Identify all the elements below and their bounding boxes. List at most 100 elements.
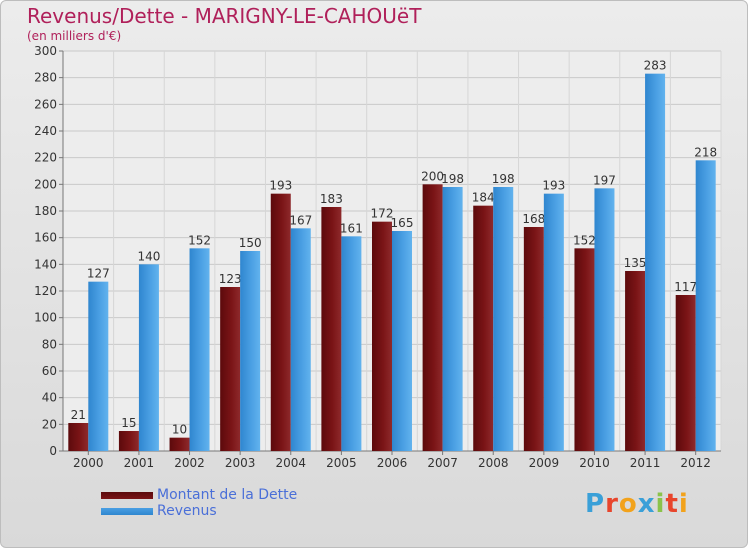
bar-revenus (392, 231, 412, 451)
y-tick-label: 300 (34, 44, 57, 58)
data-label: 198 (492, 172, 515, 186)
data-label: 127 (87, 267, 110, 281)
logo-letter: t (665, 489, 679, 519)
y-tick-label: 180 (34, 204, 57, 218)
x-tick-label: 2009 (529, 456, 560, 470)
logo-letter: o (618, 489, 638, 519)
data-label: 21 (71, 408, 86, 422)
bar-dette (321, 207, 342, 451)
bar-dette (625, 271, 646, 451)
data-label: 197 (593, 173, 616, 187)
data-label: 15 (121, 416, 136, 430)
bar-dette (574, 248, 595, 451)
bar-revenus (594, 188, 615, 452)
y-tick-label: 160 (34, 231, 57, 245)
data-label: 193 (269, 179, 292, 193)
y-tick-label: 200 (34, 177, 57, 191)
y-tick-label: 40 (42, 391, 57, 405)
logo-letter: P (585, 489, 606, 519)
x-tick-label: 2008 (478, 456, 509, 470)
bar-revenus (189, 248, 210, 451)
y-tick-label: 20 (42, 417, 57, 431)
proxiti-logo: Proxiti (585, 489, 689, 519)
y-tick-label: 120 (34, 284, 57, 298)
data-label: 152 (188, 233, 211, 247)
data-label: 198 (441, 172, 464, 186)
bar-revenus (341, 236, 362, 451)
x-tick-label: 2007 (427, 456, 458, 470)
y-tick-label: 100 (34, 311, 57, 325)
data-label: 152 (573, 233, 596, 247)
bar-dette (68, 423, 89, 451)
y-tick-label: 280 (34, 71, 57, 85)
bar-dette (118, 431, 139, 451)
logo-letter: r (605, 489, 619, 519)
data-label: 283 (644, 59, 667, 73)
data-label: 135 (624, 256, 647, 270)
bar-revenus (88, 281, 109, 451)
data-label: 218 (694, 145, 717, 159)
x-tick-label: 2002 (174, 456, 205, 470)
bar-revenus (645, 73, 666, 452)
y-tick-label: 60 (42, 364, 57, 378)
bar-dette (169, 437, 190, 451)
legend-swatch-dette (101, 491, 153, 499)
x-tick-label: 2012 (680, 456, 711, 470)
bar-revenus (695, 160, 716, 452)
chart-title: Revenus/Dette - MARIGNY-LE-CAHOUëT (27, 4, 422, 28)
data-label: 172 (371, 207, 394, 221)
logo-letter: x (637, 489, 656, 519)
data-label: 165 (391, 216, 414, 230)
y-tick-label: 260 (34, 97, 57, 111)
x-tick-label: 2010 (579, 456, 610, 470)
x-tick-label: 2004 (275, 456, 306, 470)
x-tick-label: 2006 (377, 456, 408, 470)
chart-subtitle: (en milliers d'€) (27, 29, 122, 43)
bar-dette (473, 205, 494, 451)
bar-dette (523, 227, 544, 451)
data-label: 200 (421, 169, 444, 183)
data-label: 161 (340, 221, 363, 235)
logo-letter: i (655, 489, 666, 519)
data-label: 117 (674, 280, 697, 294)
bar-revenus (442, 187, 463, 451)
data-label: 184 (472, 191, 495, 205)
bar-revenus (290, 228, 311, 451)
data-label: 150 (239, 236, 262, 250)
bar-revenus (138, 264, 159, 451)
data-label: 10 (172, 423, 187, 437)
legend: Montant de la Dette Revenus (101, 487, 297, 519)
data-label: 167 (289, 213, 312, 227)
y-tick-label: 220 (34, 151, 57, 165)
bar-dette (270, 193, 291, 451)
x-tick-label: 2005 (326, 456, 357, 470)
logo-letter: i (678, 489, 689, 519)
data-label: 193 (542, 179, 565, 193)
y-tick-label: 80 (42, 337, 57, 351)
data-label: 183 (320, 192, 343, 206)
bar-revenus (493, 187, 514, 451)
bar-dette (675, 295, 696, 451)
bar-dette (220, 287, 241, 451)
legend-label-dette: Montant de la Dette (157, 487, 298, 503)
data-label: 168 (522, 212, 545, 226)
data-label: 140 (137, 249, 160, 263)
legend-item-dette: Montant de la Dette (101, 487, 297, 503)
x-tick-label: 2001 (124, 456, 155, 470)
bar-dette (372, 221, 392, 451)
bar-revenus (240, 251, 261, 451)
bar-dette (422, 184, 443, 452)
x-tick-label: 2000 (73, 456, 104, 470)
legend-item-revenus: Revenus (101, 503, 297, 519)
y-tick-label: 0 (49, 444, 57, 458)
data-label: 123 (219, 272, 242, 286)
y-tick-label: 240 (34, 124, 57, 138)
y-tick-label: 140 (34, 257, 57, 271)
bar-revenus (543, 193, 564, 451)
legend-label-revenus: Revenus (157, 503, 217, 519)
x-tick-label: 2011 (630, 456, 661, 470)
legend-swatch-revenus (101, 507, 153, 515)
x-tick-label: 2003 (225, 456, 256, 470)
